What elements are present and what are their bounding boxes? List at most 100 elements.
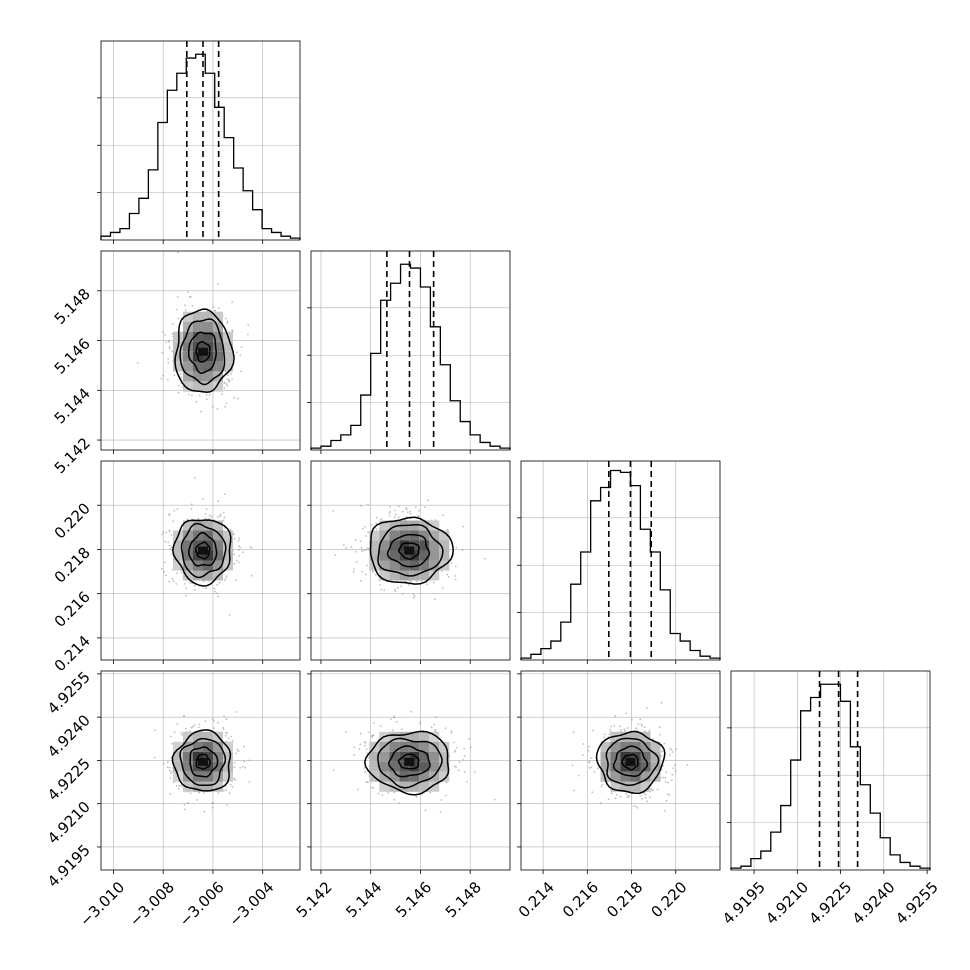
sample-point xyxy=(658,726,661,729)
histogram-panel-3 xyxy=(517,460,721,664)
density-cell xyxy=(379,761,390,772)
sample-point xyxy=(165,574,167,577)
sample-point xyxy=(168,529,171,532)
sample-point xyxy=(462,525,465,528)
histogram-panel-2 xyxy=(307,250,511,454)
sample-point xyxy=(153,756,156,759)
sample-point xyxy=(166,766,169,769)
sample-point xyxy=(179,372,182,375)
density-cell xyxy=(640,761,651,772)
sample-point xyxy=(393,798,396,801)
density-cell xyxy=(173,560,183,571)
density-cell xyxy=(193,361,203,372)
density-cell xyxy=(213,741,223,752)
y-tick-label: 4.9255 xyxy=(44,668,94,718)
density-cell xyxy=(379,560,390,571)
sample-point xyxy=(217,792,220,794)
sample-point xyxy=(468,738,471,740)
sample-point xyxy=(237,750,240,753)
sample-point xyxy=(597,767,599,770)
sample-point xyxy=(240,346,243,348)
density-cell xyxy=(610,751,621,762)
y-tick-label: 5.148 xyxy=(51,285,94,328)
axes-frame xyxy=(100,670,301,871)
sample-point xyxy=(177,317,180,320)
density-cell xyxy=(389,570,400,581)
density-cell xyxy=(213,520,223,531)
sample-point xyxy=(626,795,629,798)
sample-point xyxy=(211,806,214,809)
sample-point xyxy=(625,792,627,795)
sample-point xyxy=(168,544,171,547)
sample-point xyxy=(366,547,369,549)
sample-point xyxy=(636,806,639,809)
sample-point xyxy=(244,766,247,769)
sample-point xyxy=(640,723,643,726)
sample-point xyxy=(250,574,253,577)
sample-point xyxy=(365,748,368,751)
sample-point xyxy=(355,561,358,563)
sample-point xyxy=(375,522,377,525)
sample-point xyxy=(666,793,669,796)
density-cell xyxy=(183,550,193,561)
density-cell xyxy=(183,520,193,531)
sample-point xyxy=(663,809,666,812)
sample-point xyxy=(639,795,642,797)
sample-point xyxy=(670,779,673,782)
sample-point xyxy=(652,738,654,741)
sample-point xyxy=(226,378,229,381)
sample-point xyxy=(416,580,418,583)
sample-point xyxy=(614,797,617,800)
sample-point xyxy=(660,701,663,704)
contour-line xyxy=(397,753,420,770)
density-cell xyxy=(419,781,430,792)
density-cell xyxy=(203,781,213,792)
sample-point xyxy=(473,771,476,773)
density-cell xyxy=(610,781,621,792)
density-cell xyxy=(203,731,213,742)
density-cell xyxy=(203,371,213,382)
contour-line xyxy=(377,523,444,577)
sample-point xyxy=(493,798,496,801)
density-cell xyxy=(183,351,193,362)
sample-point xyxy=(204,517,207,520)
histogram-panel-1 xyxy=(97,40,301,244)
sample-point xyxy=(184,309,187,312)
sample-point xyxy=(407,583,410,586)
density-cell xyxy=(183,530,193,541)
sample-point xyxy=(643,792,646,795)
sample-point xyxy=(190,503,193,506)
density-cell xyxy=(389,751,400,762)
sample-point xyxy=(160,568,163,570)
density-cell xyxy=(173,361,183,372)
sample-point xyxy=(358,748,361,750)
sample-point xyxy=(204,513,207,515)
sample-point xyxy=(400,585,402,587)
sample-point xyxy=(229,783,232,786)
sample-point xyxy=(224,734,227,737)
sample-point xyxy=(423,506,426,508)
contour-line xyxy=(172,519,232,587)
sample-point xyxy=(205,587,208,590)
sample-point xyxy=(415,795,418,798)
sample-point xyxy=(343,544,345,546)
density-cell xyxy=(640,771,651,782)
sample-point xyxy=(214,590,216,593)
sample-point xyxy=(409,510,411,513)
sample-point xyxy=(627,794,630,797)
sample-point xyxy=(235,711,238,713)
sample-point xyxy=(161,533,164,536)
sample-point xyxy=(590,766,592,768)
sample-point xyxy=(663,742,666,745)
density-cell xyxy=(419,530,430,541)
sample-point xyxy=(462,759,465,761)
sample-point xyxy=(435,716,438,718)
density-cell xyxy=(620,741,631,752)
sample-point xyxy=(393,716,396,719)
density-cell xyxy=(183,570,193,581)
density-cell xyxy=(429,570,440,581)
density-cell xyxy=(399,550,410,561)
sample-point xyxy=(222,511,225,514)
sample-point xyxy=(394,590,397,593)
sample-point xyxy=(173,731,176,734)
